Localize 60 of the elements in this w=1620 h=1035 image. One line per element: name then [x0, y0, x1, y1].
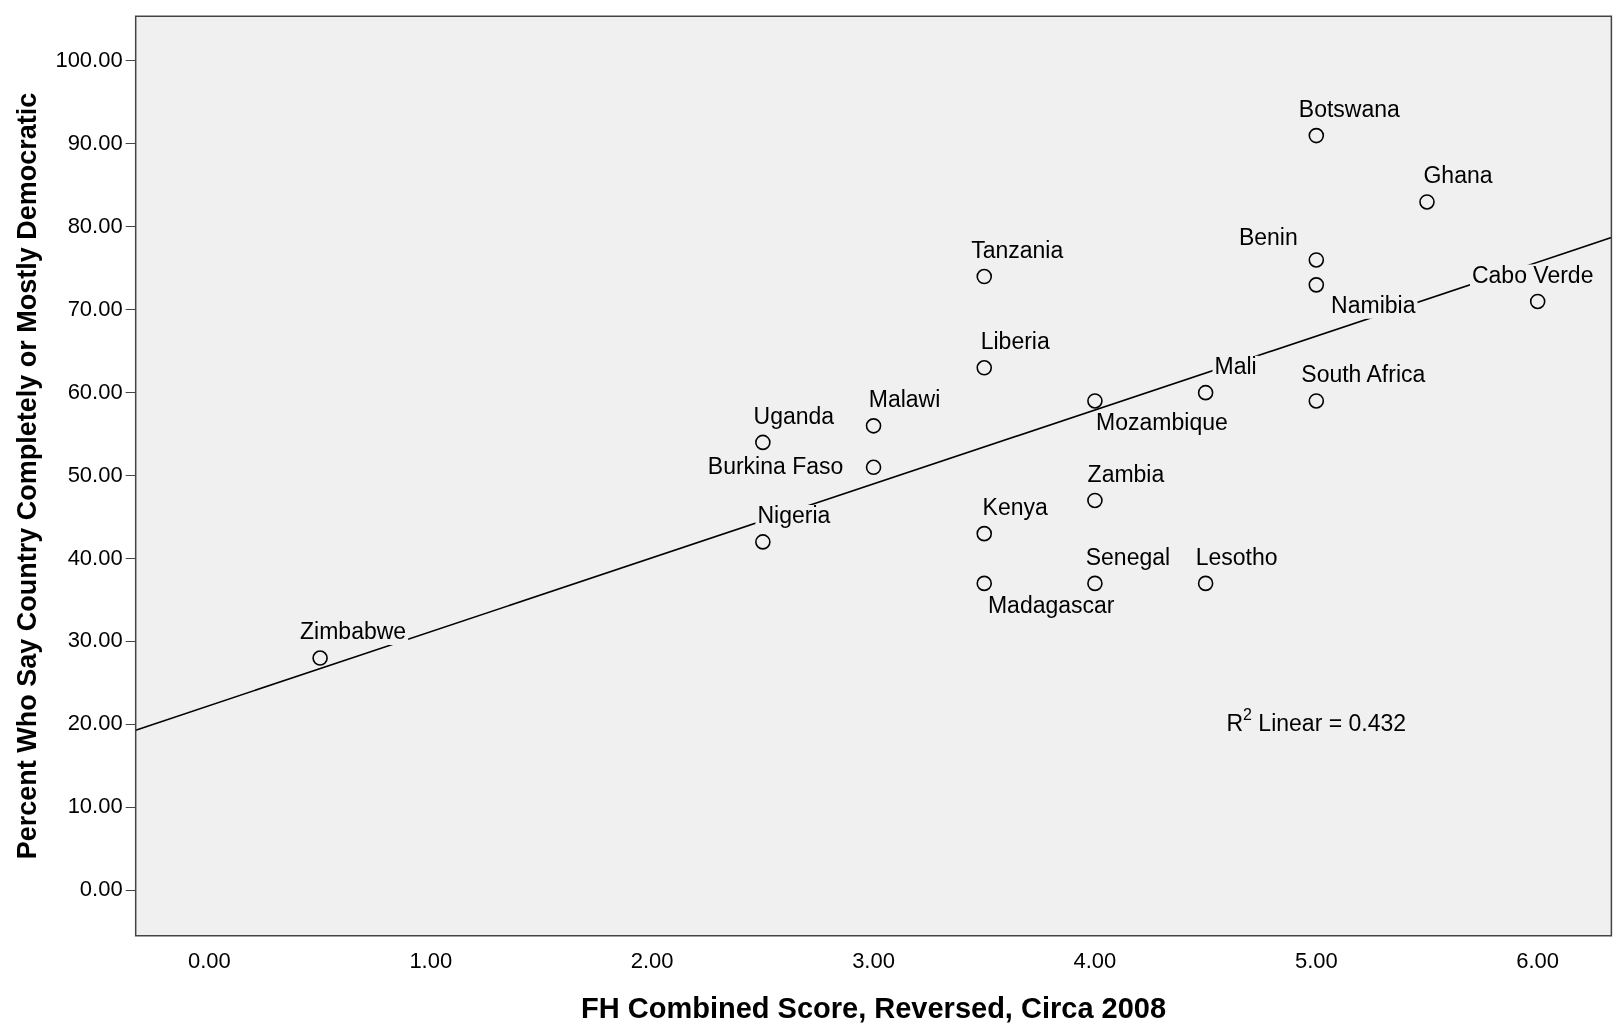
y-tick-label: 40.00	[67, 544, 123, 570]
point	[755, 534, 771, 550]
annotation: Lesotho	[1195, 543, 1278, 570]
point	[1308, 393, 1325, 409]
x-tick-label: 3.00	[852, 948, 895, 974]
y-tick-label: 100.00	[55, 47, 123, 73]
point	[1308, 252, 1325, 268]
x-axis-title: FH Combined Score, Reversed, Circa 2008	[581, 991, 1167, 1024]
y-tick-label: 10.00	[67, 793, 123, 819]
x-tick-label: 5.00	[1294, 948, 1338, 974]
point	[865, 418, 882, 434]
x-tick-label: 6.00	[1516, 948, 1560, 974]
point	[1308, 277, 1325, 293]
point	[1419, 194, 1435, 210]
annotation: Botswana	[1298, 95, 1401, 122]
annotation: Malawi	[868, 386, 941, 413]
y-tick-label: 30.00	[67, 627, 123, 653]
annotation: Liberia	[980, 328, 1050, 355]
x-tick-label: 0.00	[187, 948, 231, 974]
annotation: Zimbabwe	[300, 618, 407, 645]
annotation: Burkina Faso	[707, 452, 844, 479]
point	[865, 459, 882, 476]
point	[1197, 575, 1214, 592]
annotation: South Africa	[1301, 361, 1426, 388]
point	[1529, 293, 1546, 310]
annotation: Benin	[1238, 224, 1298, 251]
y-tick-label: 80.00	[67, 212, 123, 238]
y-tick-label: 50.00	[67, 461, 123, 487]
y-tick-label: 20.00	[67, 710, 123, 736]
point	[1197, 384, 1214, 401]
x-tick-label: 1.00	[409, 948, 453, 974]
y-tick-label: 0.00	[79, 876, 123, 902]
x-tick-label: 2.00	[630, 948, 674, 974]
point	[976, 359, 993, 376]
y-tick-label: 60.00	[67, 378, 123, 404]
annotation: Mozambique	[1096, 409, 1228, 436]
annotation: Uganda	[753, 402, 835, 429]
y-tick-label: 90.00	[67, 129, 123, 155]
annotation: Senegal	[1085, 543, 1171, 570]
annotation: Namibia	[1331, 292, 1416, 319]
point	[976, 575, 993, 592]
y-tick-label: 70.00	[67, 295, 123, 321]
annotation: Ghana	[1423, 162, 1493, 189]
point	[1087, 575, 1103, 592]
point	[976, 268, 993, 285]
annotation: Kenya	[982, 493, 1049, 520]
y-axis-title: Percent Who Say Country Completely or Mostly Democratic	[11, 92, 42, 860]
point	[1308, 127, 1325, 144]
annotation: Zambia	[1087, 460, 1165, 487]
point	[312, 650, 328, 666]
annotation: Nigeria	[757, 502, 831, 529]
point	[1087, 393, 1103, 409]
annotation: Mali	[1214, 353, 1257, 380]
annotation: Madagascar	[987, 591, 1115, 618]
annotation: Tanzania	[971, 236, 1064, 263]
annotation: Cabo Verde	[1471, 261, 1594, 288]
point	[755, 434, 771, 451]
x-tick-label: 4.00	[1073, 948, 1117, 974]
point	[976, 525, 993, 542]
point	[1087, 492, 1103, 509]
